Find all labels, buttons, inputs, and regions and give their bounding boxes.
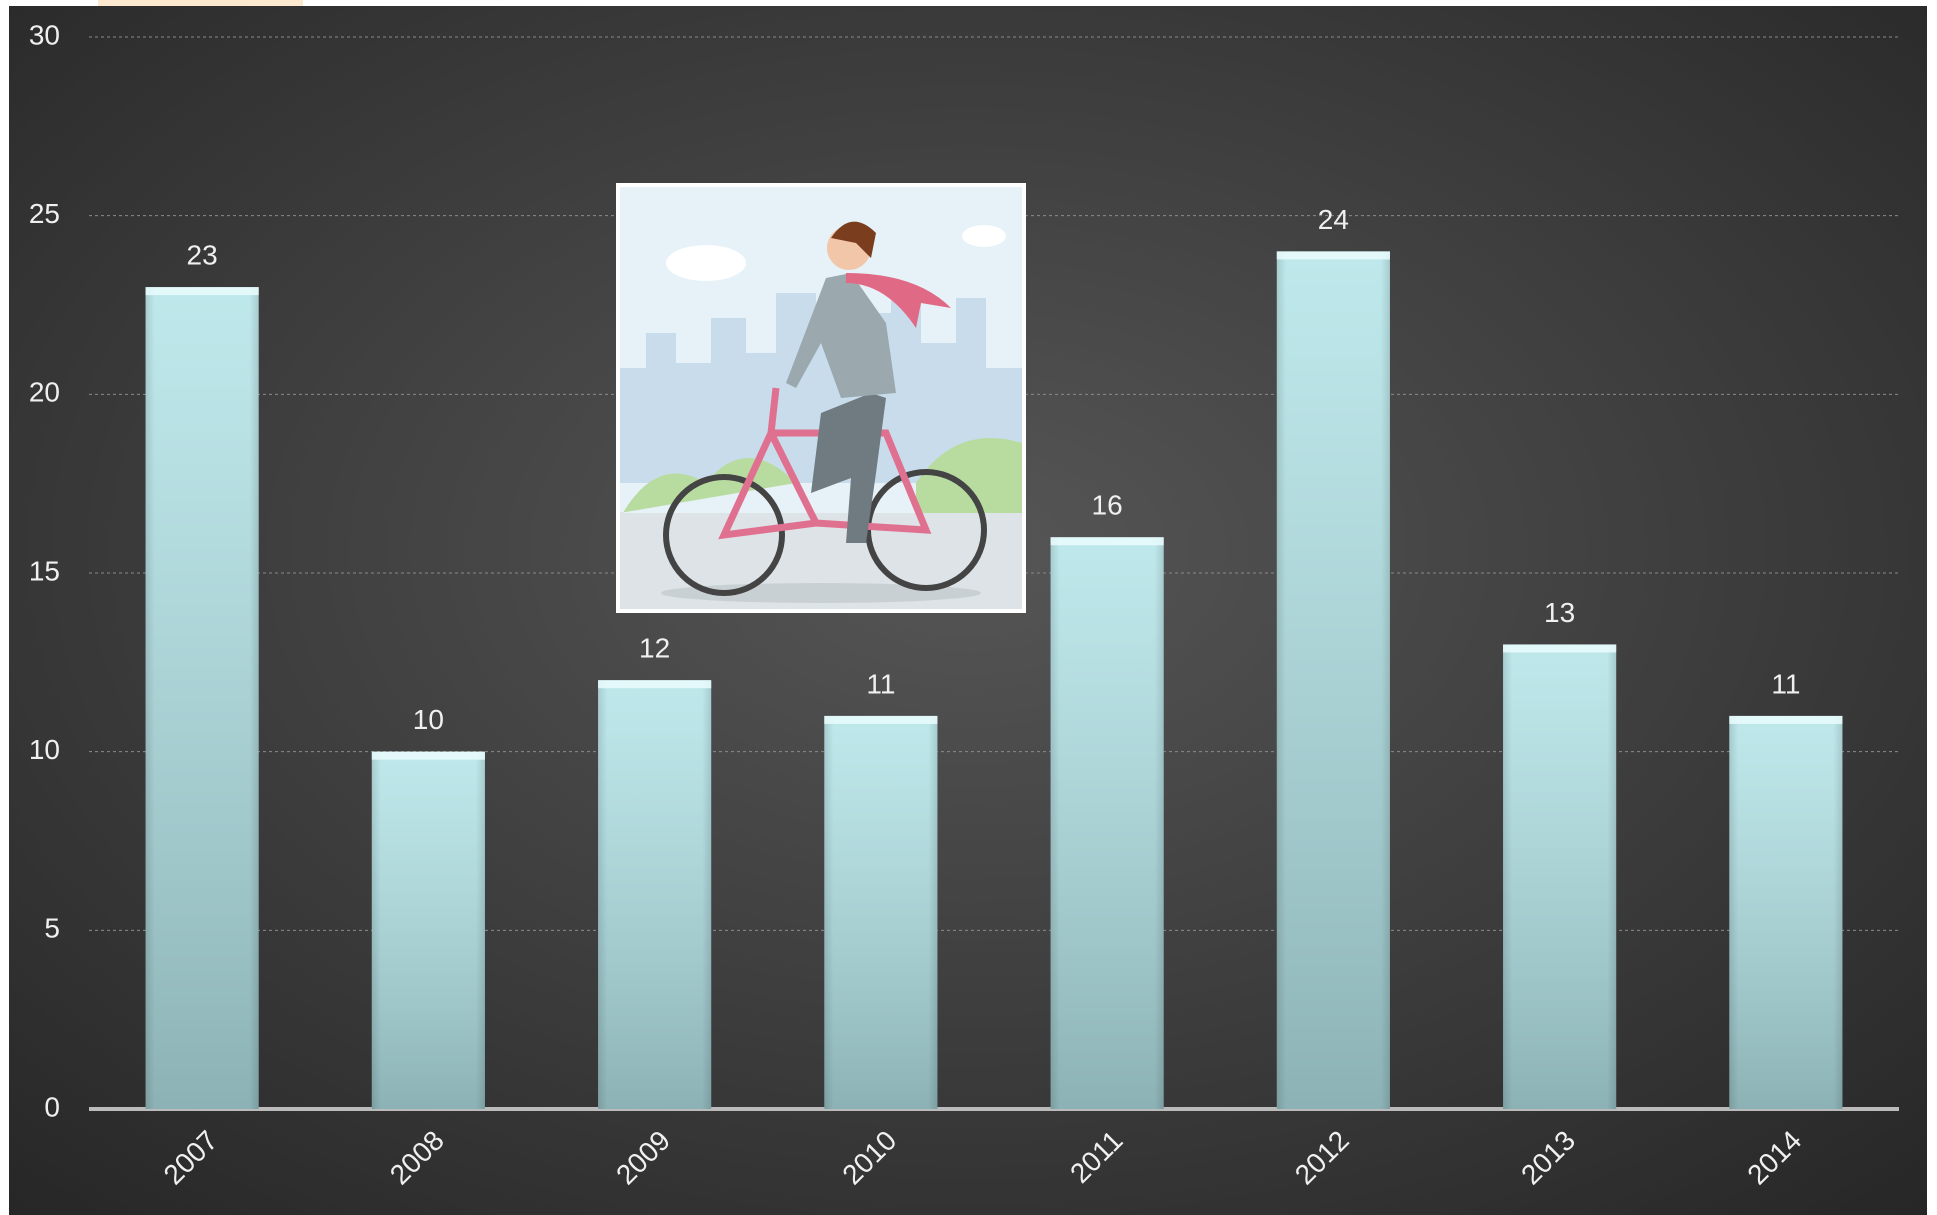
bar-side xyxy=(824,716,937,1109)
value-label: 24 xyxy=(1318,204,1349,235)
y-tick-label: 25 xyxy=(29,198,60,229)
bar-side xyxy=(146,287,259,1109)
value-label: 12 xyxy=(639,633,670,664)
y-tick-label: 5 xyxy=(44,913,60,944)
bar-bevel xyxy=(824,716,937,724)
bar-bevel xyxy=(1051,537,1164,545)
bar-bevel xyxy=(372,752,485,760)
bar-side xyxy=(372,752,485,1109)
cyclist-picture xyxy=(616,183,1026,613)
bar-side xyxy=(1729,716,1842,1109)
value-label: 11 xyxy=(1771,668,1800,699)
chart: 0510152025302007232008102009122010112011… xyxy=(0,0,1937,1215)
y-tick-label: 10 xyxy=(29,734,60,765)
tab-mark xyxy=(98,0,303,6)
y-tick-label: 30 xyxy=(29,19,60,50)
bar-bevel xyxy=(1503,644,1616,652)
bar-bevel xyxy=(1729,716,1842,724)
value-label: 11 xyxy=(866,668,895,699)
value-label: 13 xyxy=(1544,597,1575,628)
value-label: 10 xyxy=(413,704,444,735)
bar-side xyxy=(598,680,711,1109)
y-tick-label: 0 xyxy=(44,1091,60,1122)
bar-side xyxy=(1051,537,1164,1109)
bar-side xyxy=(1277,251,1390,1109)
y-tick-label: 20 xyxy=(29,377,60,408)
bar-bevel xyxy=(146,287,259,295)
y-tick-label: 15 xyxy=(29,555,60,586)
bar-side xyxy=(1503,644,1616,1109)
value-label: 16 xyxy=(1092,490,1123,521)
bar-bevel xyxy=(1277,251,1390,259)
bar-bevel xyxy=(598,680,711,688)
value-label: 23 xyxy=(187,240,218,271)
